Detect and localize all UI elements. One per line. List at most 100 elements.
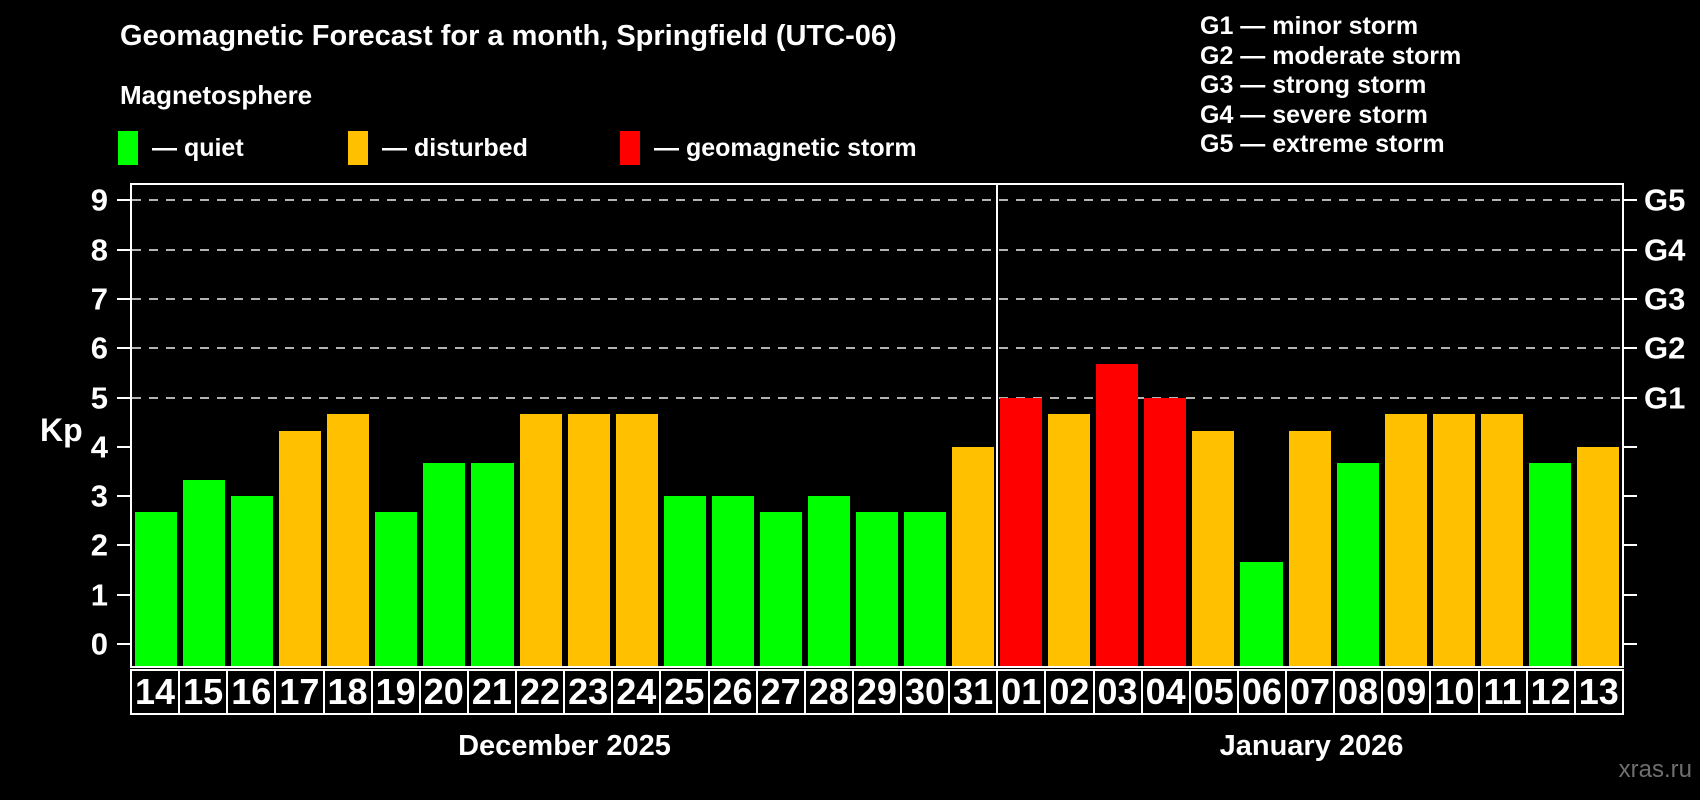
day-label-29: 29 (851, 669, 902, 715)
day-label-07: 07 (1285, 669, 1336, 715)
bar-slot-day-24 (613, 185, 661, 666)
bar-slot-day-11 (1478, 185, 1526, 666)
kp-bar-day-03 (1096, 364, 1139, 666)
kp-bar-day-02 (1048, 413, 1091, 666)
storm-scale-line-g4: G4 — severe storm (1200, 100, 1428, 129)
month-separator-line (996, 185, 999, 666)
bar-slot-day-28 (805, 185, 853, 666)
y-tick-right-5 (1624, 396, 1637, 399)
y-tick-left-1 (117, 593, 130, 596)
gridline-kp6 (132, 347, 1622, 350)
day-label-17: 17 (274, 669, 325, 715)
bar-slot-day-12 (1526, 185, 1574, 666)
bar-slot-day-06 (1237, 185, 1285, 666)
chart-title: Geomagnetic Forecast for a month, Spring… (120, 20, 897, 52)
day-label-12: 12 (1525, 669, 1576, 715)
storm-scale-line-g5: G5 — extreme storm (1200, 130, 1445, 158)
y-tick-right-3 (1624, 495, 1637, 498)
legend-item-storm: — geomagnetic storm (620, 130, 917, 166)
day-label-20: 20 (418, 669, 469, 715)
y-tick-left-3 (117, 495, 130, 498)
day-label-24: 24 (611, 669, 662, 715)
y-tick-right-6 (1624, 347, 1637, 350)
legend-item-quiet: — quiet (118, 130, 244, 166)
bar-slot-day-19 (372, 185, 420, 666)
storm-scale-legend: G1 — minor storm G2 — moderate storm G3 — … (1200, 12, 1461, 160)
bar-slot-day-14 (132, 185, 180, 666)
plot-area: 0 1 2 3 4 5 6 7 8 9 G1 G2 G3 G4 G5 (91, 183, 1685, 668)
legend-swatch-quiet (118, 131, 138, 165)
bar-slot-day-01 (997, 185, 1045, 666)
kp-bar-day-28 (807, 496, 850, 666)
bar-slot-day-03 (1093, 185, 1141, 666)
kp-bar-day-07 (1288, 430, 1331, 666)
kp-bar-day-24 (615, 413, 658, 666)
day-label-25: 25 (659, 669, 710, 715)
y-tick-left-9 (117, 199, 130, 202)
y-tick-label-7: 7 (90, 281, 108, 317)
day-label-21: 21 (466, 669, 517, 715)
y-tick-right-8 (1624, 248, 1637, 251)
y-tick-label-0: 0 (90, 626, 108, 662)
kp-bar-day-23 (567, 413, 610, 666)
legend-swatch-storm (620, 131, 640, 165)
gridline-kp9 (132, 199, 1622, 202)
kp-bar-day-11 (1480, 413, 1523, 666)
gridline-kp8 (132, 248, 1622, 251)
y-tick-right-1 (1624, 593, 1637, 596)
kp-bar-day-08 (1336, 463, 1379, 666)
storm-scale-line-g2: G2 — moderate storm (1200, 41, 1462, 70)
gridline-kp7 (132, 297, 1622, 300)
kp-bar-day-14 (135, 512, 178, 666)
y-tick-label-5: 5 (90, 380, 108, 415)
day-label-09: 09 (1381, 669, 1432, 715)
bar-slot-day-15 (180, 185, 228, 666)
day-label-05: 05 (1188, 669, 1239, 715)
bar-slot-day-18 (324, 185, 372, 666)
legend-label-storm: — geomagnetic storm (654, 133, 917, 162)
kp-bar-day-25 (663, 496, 706, 666)
bar-slot-day-13 (1574, 185, 1622, 666)
kp-bar-day-09 (1384, 413, 1427, 666)
bar-slot-day-30 (901, 185, 949, 666)
y-tick-left-6 (117, 347, 130, 350)
y-tick-label-1: 1 (90, 577, 108, 613)
watermark: xras.ru (1618, 756, 1692, 783)
day-label-31: 31 (948, 669, 999, 715)
storm-scale-line-g1: G1 — minor storm (1200, 12, 1419, 40)
day-label-27: 27 (755, 669, 806, 715)
gridline-kp5 (132, 396, 1622, 399)
y-axis-title: Kp (40, 412, 83, 448)
day-label-13: 13 (1573, 669, 1624, 715)
day-label-16: 16 (226, 669, 277, 715)
bar-slot-day-07 (1286, 185, 1334, 666)
kp-bar-day-17 (279, 430, 322, 666)
y-tick-left-8 (117, 248, 130, 251)
day-label-18: 18 (322, 669, 373, 715)
kp-bar-day-29 (855, 512, 898, 666)
y-tick-right-7 (1624, 297, 1637, 300)
storm-scale-line-g3: G3 — strong storm (1200, 71, 1427, 99)
y-tick-left-4 (117, 445, 130, 448)
bar-slot-day-20 (420, 185, 468, 666)
bar-slot-day-02 (1045, 185, 1093, 666)
y-tick-label-4: 4 (90, 429, 108, 465)
g-scale-label-g4: G4 (1644, 232, 1686, 268)
kp-bar-day-21 (471, 463, 514, 666)
g-scale-label-g5: G5 (1644, 182, 1686, 218)
day-label-30: 30 (900, 669, 951, 715)
y-tick-left-2 (117, 544, 130, 547)
kp-bar-day-12 (1528, 463, 1571, 666)
bar-slot-day-22 (517, 185, 565, 666)
kp-bar-day-04 (1144, 397, 1187, 666)
bar-slot-day-16 (228, 185, 276, 666)
day-label-row: 14 15 16 17 18 19 20 21 22 23 24 25 26 27 28 29 30 31 01 02… (130, 669, 1624, 715)
day-label-28: 28 (803, 669, 854, 715)
bars-container (132, 185, 1622, 666)
bar-slot-day-31 (949, 185, 997, 666)
y-tick-label-8: 8 (90, 232, 108, 268)
month-label-december: December 2025 (458, 730, 671, 762)
y-tick-left-0 (117, 643, 130, 645)
day-label-15: 15 (178, 669, 229, 715)
